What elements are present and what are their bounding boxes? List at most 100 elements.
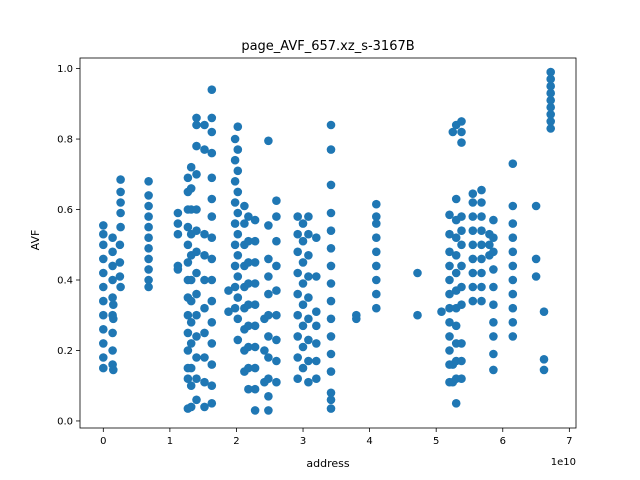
data-point: [468, 282, 478, 292]
data-point: [186, 381, 196, 391]
data-point: [207, 296, 217, 306]
data-point: [508, 332, 518, 341]
data-point: [477, 254, 486, 264]
data-point: [173, 219, 183, 228]
data-point: [116, 282, 125, 292]
data-point: [233, 187, 243, 197]
data-point: [144, 282, 153, 292]
x-axis-label: address: [306, 457, 349, 470]
data-point: [230, 261, 240, 271]
data-point: [326, 349, 336, 359]
data-point: [539, 365, 549, 375]
data-point: [489, 233, 498, 242]
data-point: [116, 222, 125, 232]
data-point: [230, 198, 240, 207]
data-point: [304, 272, 313, 281]
data-point: [183, 374, 193, 384]
data-point: [200, 377, 209, 387]
data-point: [445, 210, 454, 220]
data-point: [250, 406, 260, 415]
data-point: [233, 335, 243, 345]
data-point: [304, 212, 313, 221]
data-point: [200, 275, 209, 285]
data-point: [272, 196, 281, 205]
data-point: [115, 258, 125, 267]
data-point: [233, 314, 243, 324]
data-point: [298, 236, 308, 246]
data-point: [451, 251, 461, 260]
data-point: [508, 289, 518, 299]
data-point: [372, 219, 381, 228]
data-point: [468, 240, 478, 250]
data-point: [144, 177, 153, 186]
data-point: [508, 318, 518, 327]
data-point: [186, 339, 196, 348]
x-tick-label: 3: [300, 436, 306, 447]
data-point: [233, 166, 243, 176]
data-point: [264, 353, 273, 362]
data-point: [192, 226, 201, 235]
data-point: [312, 321, 321, 331]
data-point: [200, 353, 209, 362]
data-point: [116, 187, 125, 197]
data-point: [312, 339, 321, 348]
data-point: [108, 233, 117, 242]
data-point: [183, 240, 193, 250]
data-point: [186, 363, 196, 373]
data-point: [531, 272, 541, 281]
chart-title: page_AVF_657.xz_s-3167B: [241, 39, 414, 54]
data-point: [272, 310, 281, 320]
data-point: [508, 219, 518, 228]
data-point: [326, 279, 336, 288]
data-point: [468, 198, 478, 207]
data-point: [293, 374, 303, 384]
data-point: [293, 310, 303, 320]
data-point: [207, 233, 217, 242]
data-point: [108, 275, 117, 285]
data-point: [244, 300, 253, 310]
data-point: [468, 226, 478, 235]
data-point: [489, 365, 498, 375]
data-point: [372, 247, 381, 257]
data-point: [116, 175, 125, 184]
data-point: [293, 332, 303, 341]
data-point: [200, 303, 209, 313]
data-point: [233, 122, 243, 131]
data-point: [116, 208, 125, 218]
data-point: [108, 346, 117, 355]
data-point: [183, 222, 193, 232]
data-point: [539, 355, 549, 364]
data-point: [372, 199, 381, 209]
data-point: [457, 240, 466, 250]
data-point: [457, 127, 466, 137]
data-point: [233, 293, 243, 302]
data-point: [200, 120, 209, 130]
data-point: [293, 268, 303, 278]
data-point: [531, 254, 541, 264]
data-point: [192, 113, 201, 123]
data-point: [207, 318, 217, 327]
data-point: [477, 240, 486, 250]
data-point: [230, 177, 240, 186]
data-point: [508, 261, 518, 271]
data-point: [468, 189, 478, 198]
data-point: [531, 201, 541, 211]
data-point: [445, 303, 454, 313]
data-point: [192, 332, 201, 341]
data-point: [200, 402, 209, 412]
data-point: [99, 339, 108, 348]
data-point: [457, 138, 466, 147]
data-point: [326, 332, 336, 341]
data-point: [99, 325, 108, 334]
data-point: [508, 159, 518, 168]
data-point: [468, 296, 478, 306]
data-point: [192, 395, 201, 405]
data-point: [293, 247, 303, 257]
data-point: [457, 282, 466, 292]
data-point: [445, 261, 454, 271]
data-point: [244, 212, 253, 221]
x-tick-label: 2: [233, 436, 239, 447]
data-point: [489, 318, 498, 327]
data-point: [304, 314, 313, 324]
data-point: [445, 346, 454, 355]
